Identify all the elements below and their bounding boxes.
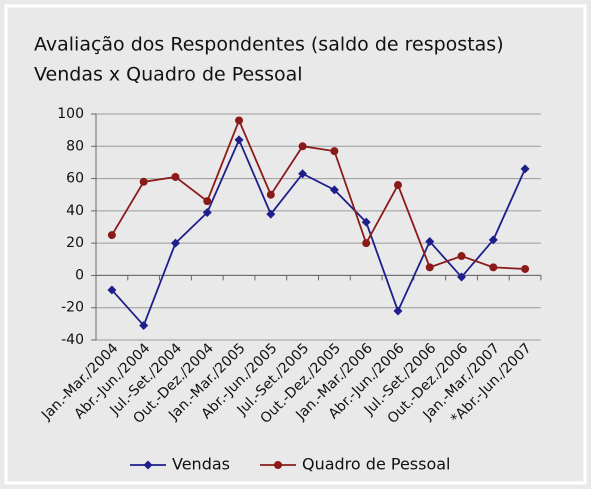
legend-label: Quadro de Pessoal — [302, 455, 451, 474]
point — [521, 264, 530, 273]
y-tick-label: 80 — [66, 138, 84, 154]
y-tick-label: 20 — [66, 235, 84, 251]
point — [425, 237, 435, 247]
y-tick-label: 40 — [66, 203, 84, 219]
point — [139, 320, 149, 330]
point — [171, 172, 180, 181]
chart-title: Avaliação dos Respondentes (saldo de res… — [34, 34, 504, 56]
point — [107, 231, 116, 240]
point — [457, 252, 466, 261]
y-tick-label: 0 — [75, 267, 84, 283]
point — [170, 238, 180, 248]
point — [361, 217, 371, 227]
point — [202, 207, 212, 217]
point — [139, 177, 148, 186]
y-tick-label: -20 — [61, 300, 84, 316]
series-line — [111, 137, 526, 328]
legend-marker — [273, 461, 282, 469]
point — [393, 306, 403, 316]
point — [298, 142, 307, 151]
y-tick-label: 60 — [66, 171, 84, 187]
point — [107, 285, 117, 295]
point — [457, 272, 467, 282]
point — [520, 164, 530, 174]
point — [329, 185, 339, 195]
point — [235, 116, 244, 125]
chart-subtitle: Vendas x Quadro de Pessoal — [34, 64, 303, 86]
point — [203, 197, 212, 206]
point — [425, 263, 434, 272]
point — [266, 190, 275, 199]
point — [488, 235, 498, 245]
point — [393, 181, 402, 190]
point — [489, 263, 498, 272]
point — [362, 239, 371, 248]
point — [266, 209, 276, 219]
y-tick-label: 100 — [57, 106, 84, 122]
series-line — [111, 118, 526, 270]
point — [330, 147, 339, 156]
legend-marker — [143, 460, 153, 470]
y-tick-label: -40 — [61, 332, 84, 348]
frame — [4, 4, 587, 485]
point — [298, 169, 308, 179]
legend-label: Vendas — [172, 455, 230, 474]
point — [234, 135, 244, 145]
